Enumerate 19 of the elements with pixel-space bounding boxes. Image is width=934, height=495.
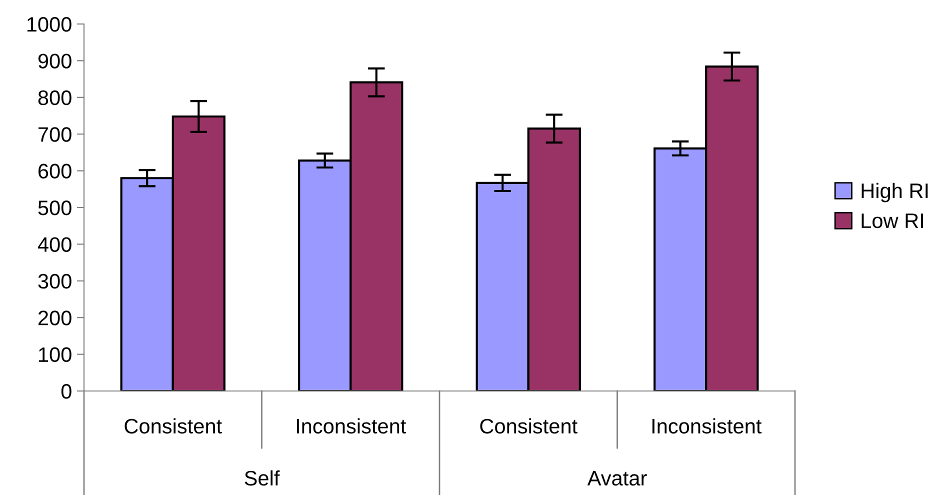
x-tick-label: Inconsistent [296,418,406,434]
x-tick-label: Consistent [124,418,222,434]
y-tick-label: 400 [38,237,72,252]
text: Avatar [587,471,647,486]
y-tick-label: 500 [38,200,72,216]
legend-label: Low RI [862,214,923,228]
y-tick-label: 900 [38,54,72,68]
y-tick-label: 200 [38,310,72,326]
y-tick-label: 300 [38,274,72,289]
x-tick-label: Inconsistent [652,418,762,434]
y-tick-label: 100 [39,347,72,362]
y-tick-label: 800 [38,90,72,106]
y-tick-label: 0 [61,384,72,399]
y-tick-label: 600 [38,164,72,179]
x-tick-label: Consistent [480,418,578,434]
y-tick-label: 700 [38,127,72,142]
text: Self [244,470,280,486]
legend-label: High RI [862,182,928,202]
y-tick-label: 1000 [27,17,72,32]
